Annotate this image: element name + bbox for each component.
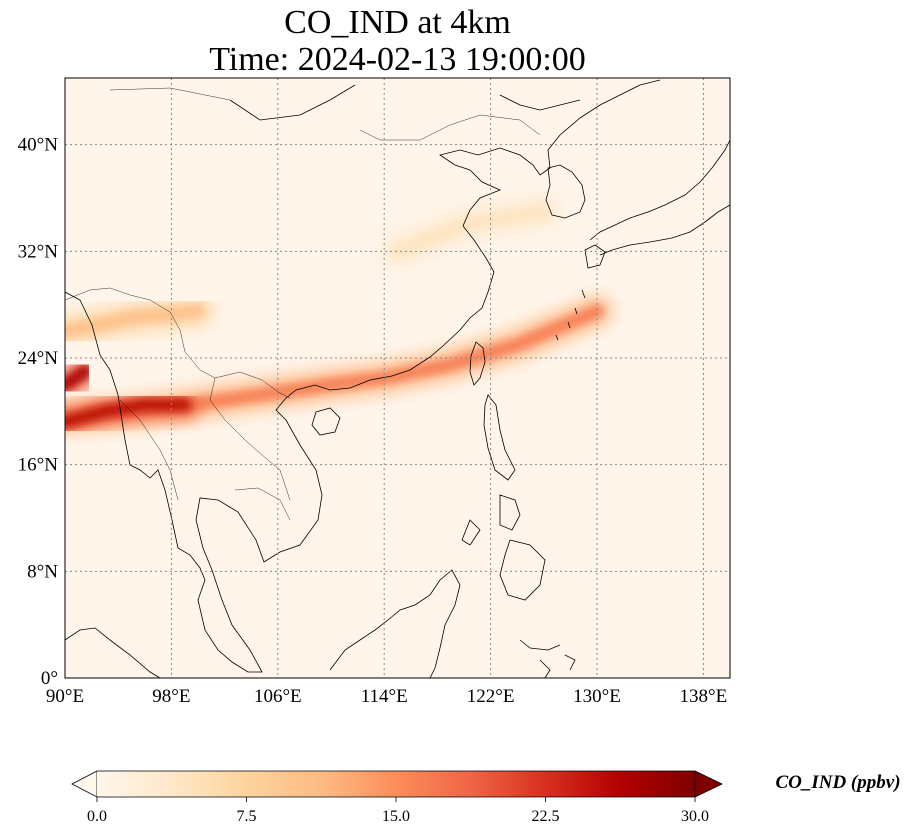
bay-of-bengal-plume (65, 364, 92, 392)
longitude-tick-label: 130°E (573, 686, 621, 707)
himalaya-plume (65, 304, 205, 339)
luzon-coastline (483, 394, 516, 481)
japan-coastline (589, 139, 730, 256)
colorbar-tick-label: 15.0 (382, 808, 410, 825)
myanmar-plume (65, 397, 192, 429)
thailand-cambodia-border (234, 487, 291, 521)
colorbar-tick-label: 22.5 (532, 808, 560, 825)
northern-coastline (229, 84, 581, 121)
longitude-tick-label: 98°E (152, 686, 190, 707)
latitude-ticks: 0° 8°N 16°N 24°N 32°N 40°N (18, 135, 59, 689)
colorbar-label: CO_IND (ppbv) (775, 772, 900, 793)
sumatra-coastline (65, 627, 161, 678)
map-frame (64, 77, 731, 679)
myanmar-thailand-border (119, 399, 179, 501)
longitude-tick-label: 122°E (467, 686, 515, 707)
colorbar-tick-label: 0.0 (87, 808, 107, 825)
map-time-subtitle: Time: 2024-02-13 19:00:00 (209, 41, 586, 78)
laos-vietnam-border (209, 377, 291, 501)
taiwan-coastline (469, 341, 486, 386)
colorbar-tick-label: 30.0 (681, 808, 709, 825)
china-south-border (65, 287, 291, 399)
map-title: CO_IND at 4km (284, 4, 511, 41)
latitude-tick-label: 16°N (18, 455, 59, 476)
latitude-tick-label: 0° (41, 668, 58, 689)
colorbar-extend-low (71, 770, 98, 798)
colorbar: 0.0 7.5 15.0 22.5 30.0 CO_IND (ppbv) (71, 770, 901, 825)
colorbar-gradient (97, 771, 695, 797)
northern-border (109, 87, 541, 141)
longitude-tick-label: 90°E (46, 686, 84, 707)
latitude-tick-label: 24°N (18, 348, 59, 369)
gridlines (65, 78, 730, 678)
longitude-ticks: 90°E 98°E 106°E 114°E 122°E 130°E 138°E (46, 686, 727, 707)
longitude-tick-label: 114°E (361, 686, 408, 707)
country-borders (65, 87, 541, 521)
longitude-tick-label: 106°E (254, 686, 302, 707)
colorbar-extend-high (694, 770, 723, 798)
mainland-coastline (65, 79, 661, 673)
korea-coastline (545, 164, 586, 219)
kyushu-coastline (584, 244, 606, 269)
latitude-tick-label: 8°N (27, 561, 58, 582)
hainan-coastline (311, 407, 341, 436)
map-panel (64, 77, 731, 679)
colorbar-ticks: 0.0 7.5 15.0 22.5 30.0 (87, 797, 709, 825)
latitude-tick-label: 32°N (18, 241, 59, 262)
ryukyu-islands (555, 289, 586, 341)
latitude-tick-label: 40°N (18, 135, 59, 156)
coastlines (65, 79, 730, 678)
sulawesi-coastline (519, 639, 576, 678)
colorbar-tick-label: 7.5 (237, 808, 257, 825)
borneo-coastline (329, 569, 461, 678)
longitude-tick-label: 138°E (680, 686, 728, 707)
visayas-mindanao-coastline (461, 494, 546, 601)
